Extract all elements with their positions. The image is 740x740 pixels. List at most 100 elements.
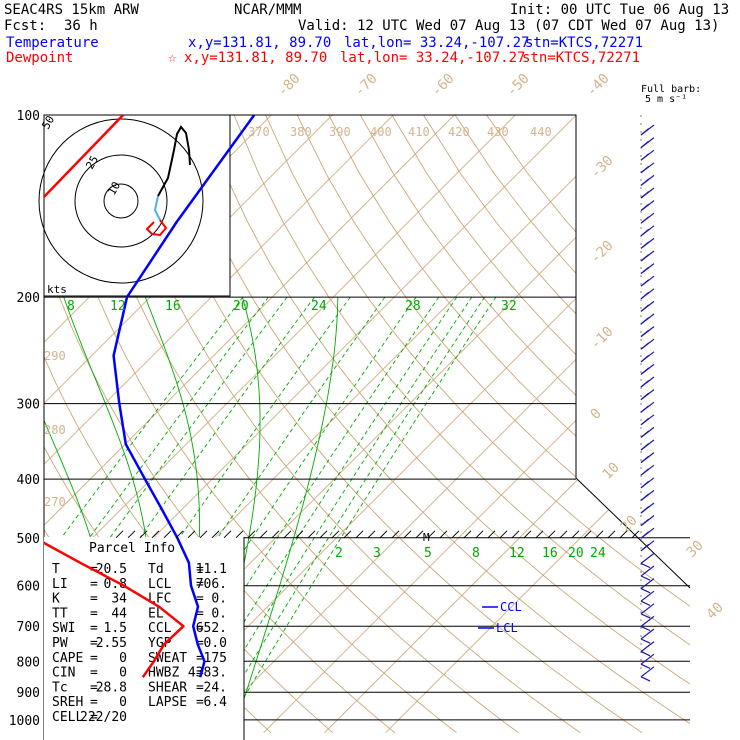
dry-adiabat-line: [233, 115, 690, 734]
wind-barb-flag: [640, 266, 650, 275]
parcel-info-value: 34: [111, 592, 127, 607]
hatch-mark: [259, 530, 268, 539]
forecast-label: Fcst:: [4, 18, 47, 34]
isotherm-label: -50: [504, 71, 533, 100]
mixing-ratio-label: 12: [110, 299, 126, 314]
dewpoint-star-icon: ☆: [168, 50, 177, 66]
hodograph-ring-label: 25: [83, 154, 101, 172]
hatch-mark: [571, 530, 580, 539]
parcel-info-value: 0: [119, 651, 127, 666]
wind-barb-flag: [640, 531, 650, 539]
parcel-info-key: Td: [148, 562, 164, 577]
isotherm-label: -70: [352, 71, 381, 100]
hatch-mark: [199, 530, 208, 539]
parcel-info-value: 20.5: [96, 562, 127, 577]
forecast-hours: 36 h: [64, 18, 98, 34]
hodograph-ring: [38, 118, 204, 284]
isotherm-line: [202, 115, 690, 734]
hatch-mark: [295, 530, 304, 539]
parcel-info-value: 44: [111, 606, 127, 621]
wind-barb-flag: [640, 543, 650, 552]
dry-adiabat-label: 410: [408, 125, 430, 139]
hatch-mark: [343, 530, 352, 539]
dry-adiabat-line: [454, 115, 690, 734]
hatch-mark: [163, 530, 172, 539]
parcel-info-key: PW: [52, 636, 68, 651]
hatch-mark: [523, 530, 532, 539]
wind-barb: [640, 590, 655, 602]
hatch-mark: [127, 530, 136, 539]
pressure-tick-label: 600: [17, 580, 40, 595]
hatch-mark: [463, 530, 472, 539]
wind-barb-flag: [640, 443, 650, 451]
valid-time: Valid: 12 UTC Wed 07 Aug 13 (07 CDT Wed …: [298, 18, 720, 34]
hatch-mark: [235, 530, 244, 539]
hatch-mark: [151, 530, 160, 539]
dry-adiabat-line: [328, 115, 690, 734]
wind-barb-flag: [640, 165, 650, 174]
wind-barb-flag: [640, 367, 650, 375]
mixing-ratio-label: 20: [233, 299, 249, 314]
parcel-info-key: EL: [148, 606, 164, 621]
mixing-ratio-label: 16: [542, 546, 558, 561]
wind-barb-flag: [640, 342, 650, 350]
wind-barb: [640, 552, 655, 564]
mixing-ratio-label: 24: [311, 299, 327, 314]
mixing-ratio-label: 8: [67, 299, 75, 314]
temperature-legend-label: Temperature: [6, 35, 99, 51]
parcel-info-equals: =: [90, 695, 98, 710]
mixing-ratio-line: [87, 296, 386, 733]
wind-barb-flag: [640, 329, 650, 338]
hatch-mark: [451, 530, 460, 539]
isotherm-label: 10: [600, 460, 623, 483]
dewpoint-trace: [44, 115, 185, 678]
parcel-info-equals: =: [90, 606, 98, 621]
wind-barb-flag: [640, 676, 651, 682]
mixing-ratio-line: [175, 296, 458, 733]
wind-barb: [640, 641, 655, 653]
wind-barb-flag: [640, 430, 650, 438]
wind-barb-flag: [640, 613, 651, 619]
parcel-info-equals: =: [90, 577, 98, 592]
isotherm-label: -10: [588, 324, 617, 353]
wind-barb-flag: [640, 153, 650, 161]
parcel-info-value: 175: [204, 651, 227, 666]
mixing-ratio-line: [44, 296, 244, 733]
dry-adiabat-line: [265, 115, 690, 734]
hatch-mark: [499, 530, 508, 539]
isotherm-label: -40: [584, 71, 613, 100]
dewpoint-latlon: lat,lon= 33.24,-107.27: [340, 50, 526, 66]
parcel-info-value: 6.4: [204, 695, 228, 710]
parcel-info-key: CCL: [148, 621, 172, 636]
temperature-station: stn=KTCS,72271: [525, 35, 644, 51]
wind-barb-flag: [640, 588, 651, 594]
hatch-mark: [427, 530, 436, 539]
parcel-info-key: YGP: [148, 636, 172, 651]
dewpoint-legend-label: Dewpoint: [6, 50, 74, 66]
dry-adiabat-line: [359, 115, 690, 734]
moist-adiabat-line: [232, 297, 339, 733]
hatch-mark: [247, 530, 256, 539]
hatch-mark: [319, 530, 328, 539]
pressure-tick-label: 900: [17, 686, 40, 701]
dry-adiabat-label: 370: [248, 125, 270, 139]
hatch-mark: [619, 530, 628, 539]
wind-barb-flag: [640, 405, 650, 413]
wind-barb-flag: [640, 354, 650, 363]
organization: NCAR/MMM: [234, 2, 302, 18]
wind-barb-flag: [640, 291, 650, 300]
dry-adiabat-line: [391, 115, 690, 734]
dry-adiabat-label: 270: [44, 495, 66, 509]
hatch-mark: [631, 530, 640, 539]
parcel-info-key: CIN: [52, 666, 75, 681]
parcel-info-equals: =: [196, 621, 204, 636]
parcel-info-value: 0.: [211, 606, 227, 621]
parcel-info-value: 652.: [196, 621, 227, 636]
mixing-ratio-line: [208, 296, 485, 733]
isotherm-line: [44, 115, 516, 734]
dry-adiabat-label: 400: [370, 125, 392, 139]
parcel-info-equals: =: [90, 710, 98, 725]
parcel-info-equals: =: [196, 651, 204, 666]
parcel-info-equals: =: [90, 651, 98, 666]
isotherm-label: 0: [588, 406, 605, 423]
